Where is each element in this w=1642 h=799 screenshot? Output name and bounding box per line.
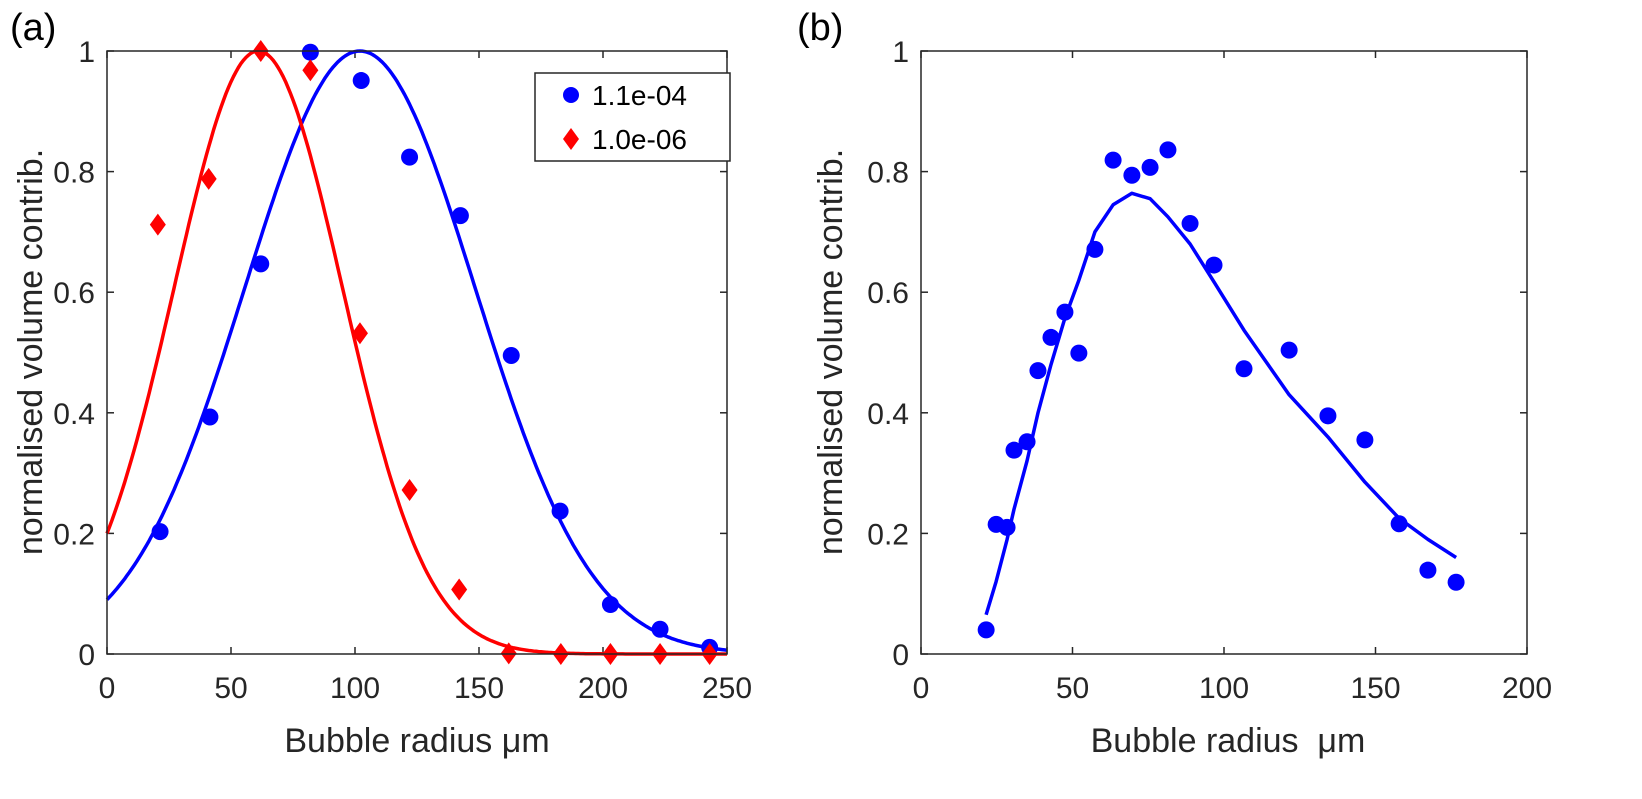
fit-curve-1.1e-04	[105, 49, 728, 652]
data-point-circle	[1447, 573, 1465, 591]
y-tick-label: 0.8	[53, 157, 95, 190]
data-point-circle	[601, 596, 619, 614]
data-point-circle	[301, 43, 319, 61]
x-tick-label: 100	[330, 672, 380, 705]
y-tick-label: 0.2	[53, 518, 95, 551]
x-tick-label: 50	[1056, 672, 1089, 705]
y-tick-label: 0.6	[53, 277, 95, 310]
panel-a: (a) normalised volume contrib. Bubble ra…	[10, 7, 752, 760]
fit-curve-data	[984, 191, 1458, 616]
x-tick-label: 200	[578, 672, 628, 705]
data-point-circle	[1205, 256, 1223, 274]
data-point-circle	[1159, 141, 1177, 159]
data-point-diamond	[149, 213, 166, 236]
data-point-circle	[1070, 344, 1088, 362]
y-tick-label: 0	[78, 639, 95, 672]
data-point-circle	[1181, 214, 1199, 232]
data-point-circle	[1235, 360, 1253, 378]
data-point-diamond	[200, 167, 217, 190]
data-point-circle	[1018, 433, 1036, 451]
legend-marker-circle	[563, 87, 579, 103]
panel-a-axes-box	[106, 50, 728, 655]
panel-b-label: (b)	[797, 7, 843, 49]
data-point-diamond	[351, 322, 368, 345]
legend-box	[534, 72, 731, 162]
data-point-circle	[401, 148, 419, 166]
y-tick-label: 0.4	[867, 398, 909, 431]
data-point-circle	[201, 408, 219, 426]
panel-b-xlabel: Bubble radius μm	[1091, 722, 1366, 760]
data-point-circle	[998, 518, 1016, 536]
data-point-circle	[352, 72, 370, 90]
x-tick-label: 100	[1199, 672, 1249, 705]
data-point-circle	[1086, 240, 1104, 258]
data-point-circle	[651, 620, 669, 638]
data-point-circle	[1356, 431, 1374, 449]
data-point-circle	[1042, 328, 1060, 346]
x-tick-label: 250	[702, 672, 752, 705]
x-tick-label: 50	[214, 672, 247, 705]
y-tick-label: 0.2	[867, 518, 909, 551]
data-point-circle	[551, 502, 569, 520]
legend-marker-diamond	[563, 128, 579, 150]
data-point-circle	[1104, 151, 1122, 169]
panel-a-xlabel: Bubble radius μm	[284, 722, 549, 760]
panel-a-ylabel: normalised volume contrib.	[12, 149, 50, 555]
data-point-circle	[1419, 561, 1437, 579]
y-tick-label: 0.4	[53, 398, 95, 431]
data-point-circle	[1123, 166, 1141, 184]
data-point-circle	[1390, 515, 1408, 533]
data-point-circle	[451, 207, 469, 225]
data-point-diamond	[302, 59, 319, 82]
data-point-circle	[977, 621, 995, 639]
y-tick-label: 0	[892, 639, 909, 672]
data-point-circle	[252, 255, 270, 273]
x-tick-label: 0	[913, 672, 930, 705]
data-point-circle	[1280, 341, 1298, 359]
data-point-circle	[1141, 158, 1159, 176]
panel-b: (b) normalised volume contrib. Bubble ra…	[797, 7, 1552, 760]
y-tick-label: 0.8	[867, 157, 909, 190]
y-tick-label: 0.6	[867, 277, 909, 310]
data-point-circle	[1319, 407, 1337, 425]
data-point-diamond	[451, 578, 468, 601]
x-tick-label: 150	[1350, 672, 1400, 705]
data-point-circle	[1056, 303, 1074, 321]
data-point-diamond	[401, 478, 418, 501]
data-point-circle	[151, 523, 169, 541]
y-tick-label: 1	[892, 36, 909, 69]
y-tick-label: 1	[78, 36, 95, 69]
data-point-circle	[502, 347, 520, 365]
data-point-circle	[1005, 441, 1023, 459]
x-tick-label: 150	[454, 672, 504, 705]
x-tick-label: 0	[99, 672, 116, 705]
panel-b-ylabel: normalised volume contrib.	[812, 149, 850, 555]
panel-b-axes-box	[920, 50, 1528, 655]
legend-label-series-2: 1.0e-06	[592, 124, 687, 155]
panel-a-legend: 1.1e-04 1.0e-06	[534, 72, 731, 162]
legend-label-series-1: 1.1e-04	[592, 80, 687, 111]
panel-a-label: (a)	[10, 7, 56, 49]
data-point-circle	[1029, 362, 1047, 380]
x-tick-label: 200	[1502, 672, 1552, 705]
